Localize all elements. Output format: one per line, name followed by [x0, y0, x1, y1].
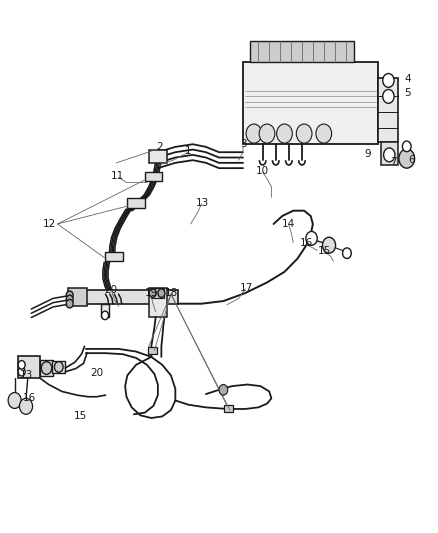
Circle shape: [8, 392, 21, 408]
Circle shape: [259, 124, 275, 143]
Text: 13: 13: [19, 370, 33, 381]
Bar: [145, 172, 162, 181]
Text: 17: 17: [240, 283, 253, 293]
Text: 20: 20: [105, 286, 118, 295]
Circle shape: [316, 124, 332, 143]
Bar: [40, 360, 53, 376]
Text: 6: 6: [408, 155, 414, 165]
Text: 13: 13: [196, 198, 209, 208]
Text: 7: 7: [390, 157, 397, 167]
Bar: [250, 41, 354, 62]
Bar: [106, 252, 123, 261]
Bar: [149, 288, 166, 317]
Bar: [86, 290, 177, 304]
Bar: [127, 198, 145, 208]
Circle shape: [246, 124, 262, 143]
Text: 1: 1: [185, 146, 192, 156]
Circle shape: [296, 124, 312, 143]
Bar: [148, 347, 157, 354]
Text: 20: 20: [90, 368, 103, 378]
Text: 11: 11: [111, 171, 124, 181]
Circle shape: [102, 311, 109, 320]
Text: 2: 2: [157, 142, 163, 152]
Circle shape: [18, 361, 25, 369]
Circle shape: [277, 124, 292, 143]
Text: 15: 15: [318, 246, 331, 255]
Bar: [378, 78, 398, 142]
Circle shape: [384, 148, 395, 162]
Circle shape: [149, 289, 156, 297]
Circle shape: [399, 149, 415, 168]
Text: 4: 4: [404, 74, 411, 84]
Circle shape: [343, 248, 351, 259]
Bar: [149, 150, 166, 163]
Bar: [151, 288, 164, 298]
Bar: [18, 356, 40, 378]
Circle shape: [66, 291, 73, 300]
Circle shape: [383, 90, 394, 103]
Bar: [52, 361, 65, 373]
Circle shape: [19, 398, 32, 414]
Circle shape: [158, 289, 165, 297]
Text: 19: 19: [145, 288, 159, 298]
Text: 3: 3: [240, 139, 246, 149]
Circle shape: [66, 300, 73, 308]
Bar: [243, 62, 378, 144]
Text: 14: 14: [282, 219, 296, 229]
Circle shape: [66, 295, 73, 304]
Bar: [101, 304, 109, 317]
Bar: [224, 405, 233, 412]
Text: 15: 15: [74, 411, 87, 422]
Circle shape: [306, 231, 317, 245]
Text: 18: 18: [165, 288, 178, 298]
Bar: [68, 288, 87, 306]
Text: 16: 16: [22, 393, 36, 403]
Text: 5: 5: [404, 88, 411, 98]
Circle shape: [219, 384, 228, 395]
Circle shape: [403, 141, 411, 152]
Text: 12: 12: [43, 219, 56, 229]
Circle shape: [54, 362, 63, 372]
Text: 16: 16: [300, 238, 313, 247]
Circle shape: [322, 237, 336, 253]
Bar: [381, 142, 398, 165]
Text: 9: 9: [364, 149, 371, 159]
Circle shape: [18, 368, 25, 376]
Circle shape: [383, 74, 394, 87]
Text: 10: 10: [256, 166, 269, 176]
Circle shape: [41, 362, 52, 374]
